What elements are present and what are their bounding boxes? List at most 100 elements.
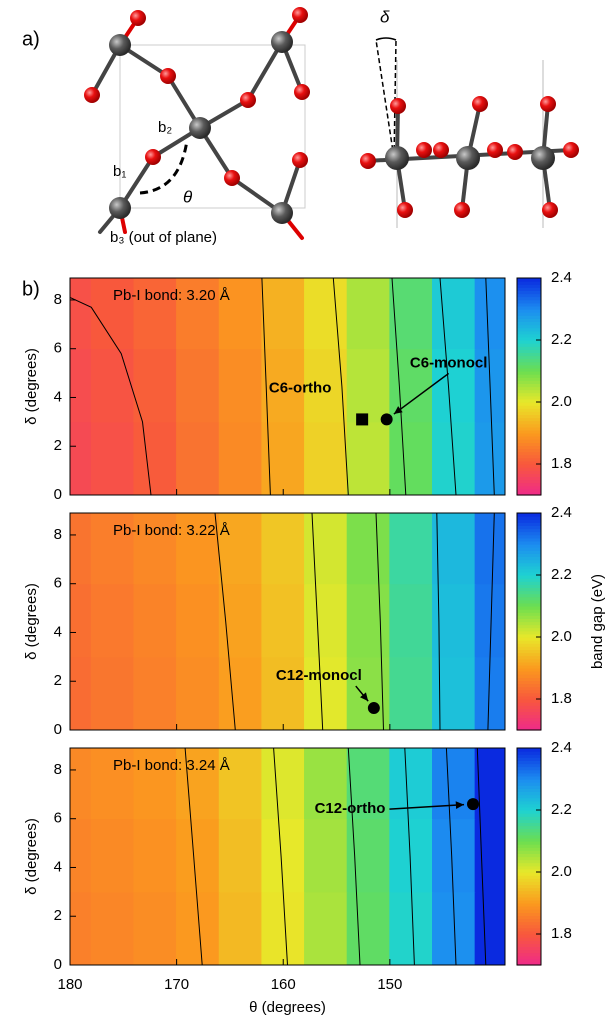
colorbar-tick-label: 2.4 [551,739,572,756]
heat-cell [70,656,92,730]
heat-cell [219,348,263,422]
point-label: C12-ortho [315,800,386,817]
colorbar-step [517,513,541,517]
heat-cell [304,421,348,495]
heat-cell [304,891,348,965]
tilt-line [376,40,394,158]
heat-cell [70,513,92,585]
structure-diagram: a) b₁ b₂ θ b₃ (out of plane) δ [22,7,579,246]
y-axis-label: δ (degrees) [23,583,40,660]
heat-cell [304,513,348,585]
colorbar-tick-label: 2.0 [551,863,572,880]
heat-cell [91,583,135,657]
data-point [467,798,479,810]
colorbar: 1.82.02.22.4 [517,269,572,496]
colorbar-tick-label: 2.2 [551,801,572,818]
heat-cell [70,891,92,965]
heat-cell [70,421,92,495]
heat-cell [70,583,92,657]
heat-cell [176,818,220,892]
y-tick-label: 8 [54,291,62,308]
panel-title: Pb-I bond: 3.22 Å [113,522,230,539]
heat-cell [261,891,305,965]
bond-label: b₁ [113,163,126,180]
y-tick-label: 2 [54,907,62,924]
colorbar-tick-label: 2.2 [551,331,572,348]
heat-cell [475,818,506,892]
x-tick-label: 180 [57,976,82,993]
colorbar-tick-label: 2.4 [551,504,572,521]
colorbar-tick-label: 2.0 [551,628,572,645]
colorbar-tick-label: 2.2 [551,566,572,583]
data-point [368,702,380,714]
colorbar-tick-label: 2.4 [551,269,572,286]
heat-cell [432,656,476,730]
heat-cell [176,421,220,495]
colorbar: 1.82.02.22.4 [517,739,572,966]
colorbar-tick-label: 1.8 [551,690,572,707]
y-tick-label: 4 [54,388,62,405]
heat-cell [91,656,135,730]
point-label: C6-ortho [269,379,332,396]
heat-cell [389,656,433,730]
heat-cell [70,818,92,892]
heat-cell [347,891,391,965]
heat-cell [91,891,135,965]
cells [70,748,506,966]
heat-cell [176,656,220,730]
heat-cell [347,513,391,585]
x-tick-label: 170 [164,976,189,993]
heat-cell [347,348,391,422]
x-tick-label: 150 [377,976,402,993]
heat-cell [91,421,135,495]
colorbar: 1.8 2.0 2.2 2.4 band gap (eV) [517,504,606,731]
heat-cell [432,278,476,350]
heat-cell [133,656,177,730]
y-axis-label: δ (degrees) [23,348,40,425]
y-tick-label: 0 [54,721,62,738]
colorbar-step [517,278,541,282]
heat-cell [304,583,348,657]
heat-cell [475,421,506,495]
heat-cell [304,278,348,350]
y-tick-label: 2 [54,672,62,689]
colorbar-label: band gap (eV) [589,574,606,669]
heat-cell [133,818,177,892]
heat-cell [133,891,177,965]
unit-cell [120,45,305,208]
heat-cell [133,348,177,422]
x-tick-label: 160 [271,976,296,993]
heat-cell [304,818,348,892]
heat-cell [261,278,305,350]
y-tick-label: 6 [54,340,62,357]
point-label: C6-monocl [410,354,488,371]
heat-cell [219,891,263,965]
data-point [356,413,368,425]
heat-cell [219,818,263,892]
y-tick-label: 8 [54,761,62,778]
y-tick-label: 0 [54,956,62,973]
colorbar-step [517,748,541,752]
y-axis-label: δ (degrees) [23,818,40,895]
heat-cell [261,583,305,657]
angle-label: θ [183,187,193,206]
y-tick-label: 4 [54,858,62,875]
y-tick-label: 6 [54,810,62,827]
x-axis-label: θ (degrees) [249,999,326,1016]
lead-atoms [109,31,293,224]
heat-cell [91,818,135,892]
angle-label: δ [380,7,390,26]
heat-cell [70,348,92,422]
heat-cell [176,348,220,422]
y-tick-label: 2 [54,437,62,454]
heat-cell [389,513,433,585]
heat-cell [133,421,177,495]
heatmap-panel: 0 2 4 6 8 180 170 160 150 θ (degrees) δ (degrees) P… [23,739,572,1016]
data-point [381,413,393,425]
heat-cell [70,748,92,820]
panel-title: Pb-I bond: 3.24 Å [113,757,230,774]
heat-cell [347,278,391,350]
heat-cell [347,421,391,495]
heat-cell [219,421,263,495]
